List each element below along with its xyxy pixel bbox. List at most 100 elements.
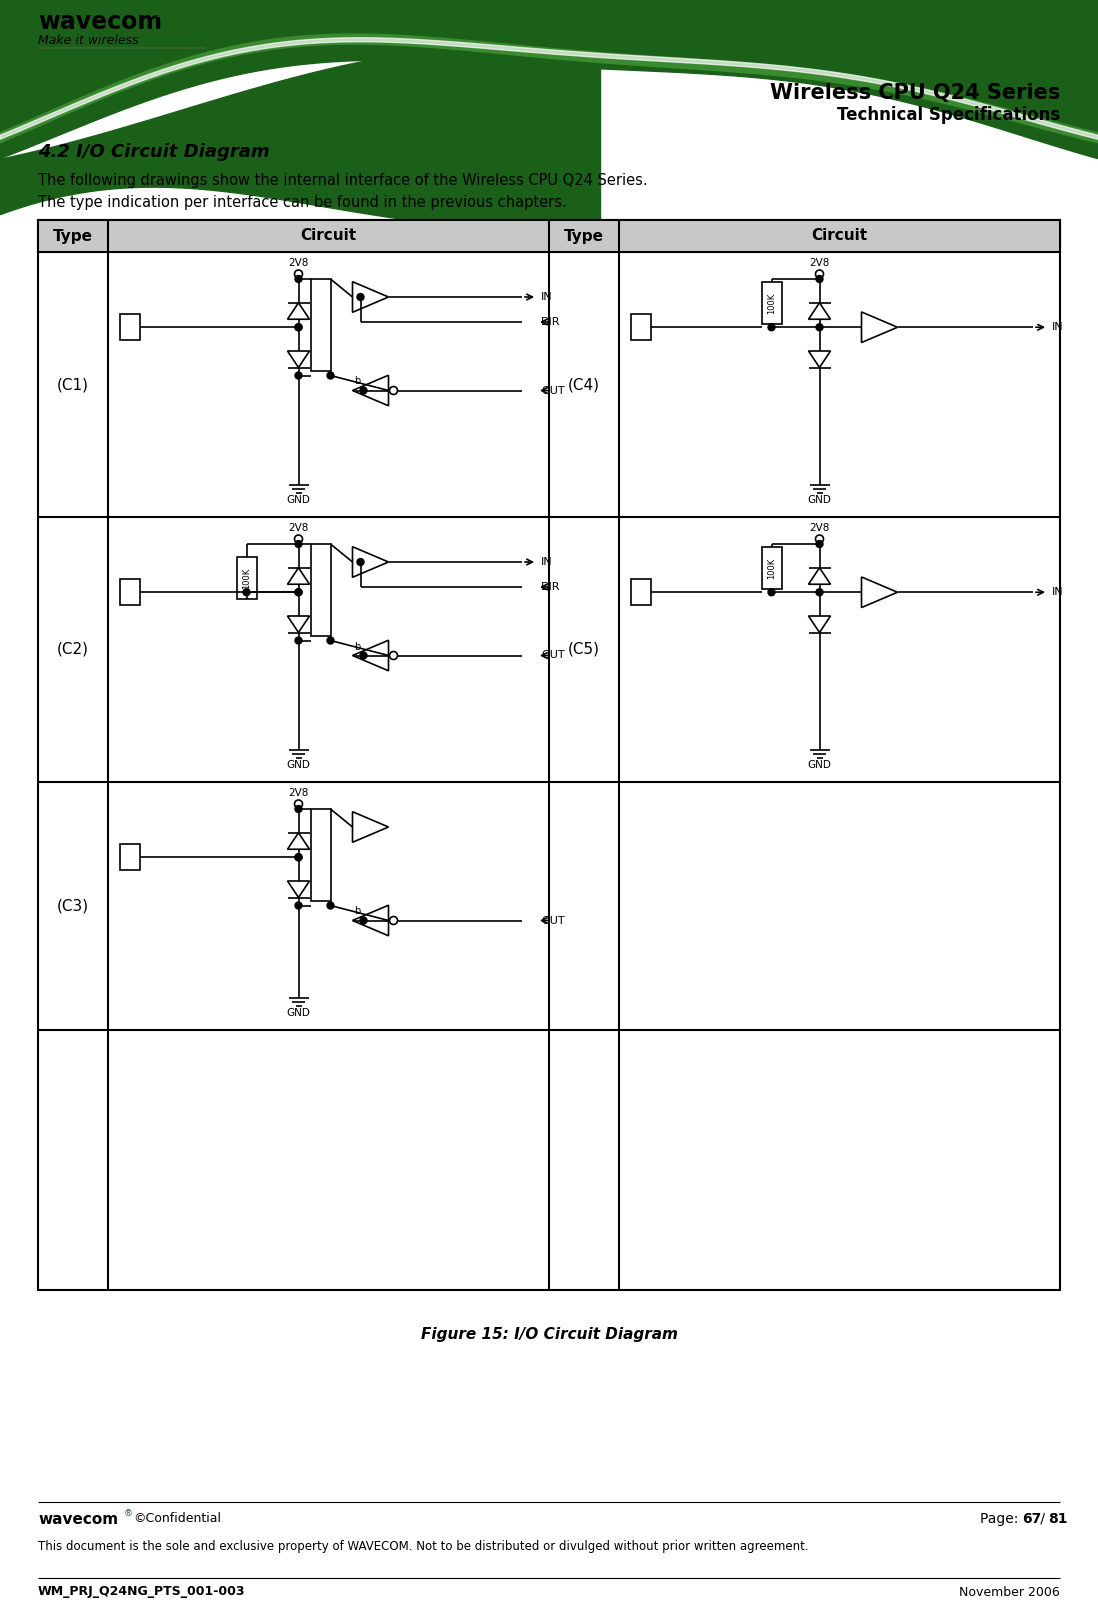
Text: (C2): (C2) (57, 642, 89, 658)
Circle shape (294, 271, 303, 279)
Text: 2V8: 2V8 (289, 258, 309, 267)
Text: ©Confidential: ©Confidential (133, 1513, 221, 1526)
Circle shape (295, 373, 302, 379)
Text: OUT: OUT (541, 915, 564, 925)
Text: 4.2 I/O Circuit Diagram: 4.2 I/O Circuit Diagram (38, 143, 270, 160)
Circle shape (390, 917, 397, 925)
Polygon shape (352, 546, 389, 577)
Circle shape (390, 651, 397, 659)
Circle shape (295, 854, 302, 860)
Text: ®: ® (153, 10, 163, 19)
Text: (C4): (C4) (568, 377, 600, 392)
Text: GND: GND (287, 760, 311, 770)
Polygon shape (862, 313, 897, 342)
Circle shape (295, 902, 302, 909)
Text: Circuit: Circuit (811, 228, 867, 243)
Polygon shape (808, 567, 830, 585)
Circle shape (357, 293, 365, 300)
Text: IN: IN (1052, 588, 1064, 598)
Circle shape (327, 373, 334, 379)
Circle shape (360, 651, 367, 659)
Bar (120, 314, 141, 340)
Text: GND: GND (287, 496, 311, 505)
Text: Technical Specifications: Technical Specifications (837, 105, 1060, 125)
Bar (311, 808, 330, 901)
Text: GND: GND (287, 1008, 311, 1017)
Polygon shape (288, 352, 310, 368)
Circle shape (816, 588, 824, 596)
Text: Type: Type (564, 228, 604, 243)
Text: 2V8: 2V8 (809, 523, 830, 533)
Text: 2V8: 2V8 (809, 258, 830, 267)
Bar (762, 282, 782, 324)
Circle shape (357, 559, 365, 565)
Circle shape (768, 324, 775, 330)
Polygon shape (288, 616, 310, 632)
Circle shape (360, 387, 367, 394)
Polygon shape (862, 577, 897, 608)
Text: Type: Type (53, 228, 93, 243)
Circle shape (294, 535, 303, 543)
Polygon shape (808, 352, 830, 368)
Circle shape (816, 271, 824, 279)
Text: 100K: 100K (242, 567, 251, 588)
Text: DIR: DIR (541, 318, 560, 327)
Circle shape (295, 588, 302, 596)
Circle shape (295, 805, 302, 813)
Text: b: b (355, 642, 360, 651)
Circle shape (295, 324, 302, 330)
Polygon shape (352, 812, 389, 842)
Circle shape (295, 541, 302, 548)
Text: This document is the sole and exclusive property of WAVECOM. Not to be distribut: This document is the sole and exclusive … (38, 1541, 808, 1554)
Text: OUT: OUT (541, 651, 564, 661)
Circle shape (768, 588, 775, 596)
Text: ®: ® (124, 1510, 133, 1518)
Polygon shape (352, 640, 389, 671)
Text: November 2006: November 2006 (960, 1586, 1060, 1599)
Text: IN: IN (541, 292, 552, 301)
Text: IN: IN (1052, 322, 1064, 332)
Circle shape (816, 541, 824, 548)
Text: Wireless CPU Q24 Series: Wireless CPU Q24 Series (770, 83, 1060, 104)
Circle shape (816, 324, 824, 330)
Text: 67: 67 (1022, 1511, 1041, 1526)
Circle shape (295, 324, 302, 330)
Text: Circuit: Circuit (301, 228, 357, 243)
Circle shape (327, 637, 334, 645)
Text: 100K: 100K (768, 557, 776, 578)
Circle shape (294, 800, 303, 808)
Bar (236, 557, 257, 599)
Text: (C5): (C5) (568, 642, 600, 658)
Text: The following drawings show the internal interface of the Wireless CPU Q24 Serie: The following drawings show the internal… (38, 172, 648, 188)
Circle shape (327, 902, 334, 909)
Text: 100K: 100K (768, 293, 776, 314)
Text: IN: IN (541, 557, 552, 567)
Bar (120, 580, 141, 606)
Bar (38, 220, 1060, 1290)
Text: Figure 15: I/O Circuit Diagram: Figure 15: I/O Circuit Diagram (421, 1327, 677, 1343)
Polygon shape (808, 303, 830, 319)
Text: The type indication per interface can be found in the previous chapters.: The type indication per interface can be… (38, 194, 567, 209)
Text: /: / (1037, 1511, 1050, 1526)
Polygon shape (288, 833, 310, 849)
Polygon shape (352, 376, 389, 405)
Text: b: b (355, 907, 360, 917)
Text: 81: 81 (1047, 1511, 1067, 1526)
Circle shape (816, 275, 824, 282)
Polygon shape (288, 567, 310, 585)
Circle shape (243, 588, 250, 596)
Text: wavecom: wavecom (38, 1511, 119, 1526)
Bar (631, 314, 651, 340)
Text: WM_PRJ_Q24NG_PTS_001-003: WM_PRJ_Q24NG_PTS_001-003 (38, 1586, 246, 1599)
Polygon shape (288, 303, 310, 319)
Circle shape (295, 588, 302, 596)
Text: OUT: OUT (541, 386, 564, 395)
Text: (C1): (C1) (57, 377, 89, 392)
Circle shape (295, 854, 302, 860)
Bar (311, 279, 330, 371)
Text: DIR: DIR (541, 582, 560, 591)
Text: GND: GND (807, 760, 831, 770)
Circle shape (295, 637, 302, 645)
Polygon shape (352, 282, 389, 313)
Circle shape (390, 387, 397, 395)
